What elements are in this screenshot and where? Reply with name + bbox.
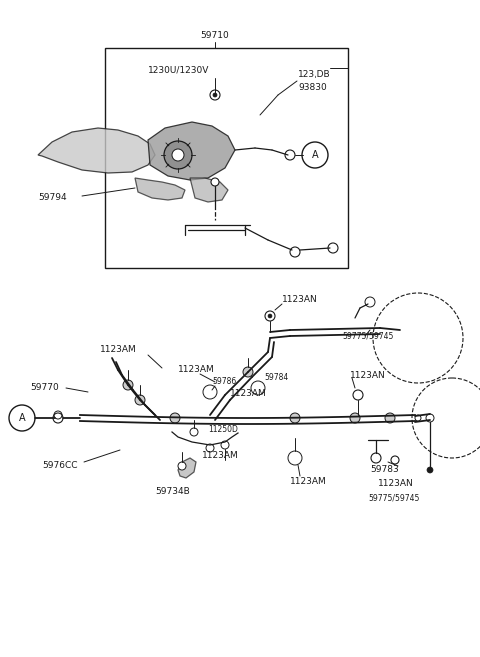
Circle shape <box>135 395 145 405</box>
Circle shape <box>213 93 217 97</box>
Circle shape <box>265 311 275 321</box>
Text: 1123AN: 1123AN <box>378 480 414 489</box>
Text: 1123AN: 1123AN <box>350 371 386 380</box>
Text: A: A <box>312 150 318 160</box>
Circle shape <box>211 178 219 186</box>
Circle shape <box>123 380 133 390</box>
Circle shape <box>391 456 399 464</box>
Text: 59784: 59784 <box>264 373 288 382</box>
Text: 5976CC: 5976CC <box>42 461 77 470</box>
Circle shape <box>243 367 253 377</box>
Circle shape <box>190 428 198 436</box>
Text: 1123AM: 1123AM <box>290 478 327 486</box>
Text: 1123AM: 1123AM <box>230 390 267 399</box>
Circle shape <box>285 150 295 160</box>
Circle shape <box>328 243 338 253</box>
Circle shape <box>415 415 421 421</box>
Circle shape <box>426 414 434 422</box>
Circle shape <box>290 247 300 257</box>
Text: 59786: 59786 <box>212 378 236 386</box>
Text: 1123AN: 1123AN <box>282 296 318 304</box>
Text: 59770: 59770 <box>30 384 59 392</box>
Text: 1123AM: 1123AM <box>100 346 137 355</box>
Circle shape <box>290 413 300 423</box>
Circle shape <box>178 462 186 470</box>
Text: 123ˌDB: 123ˌDB <box>298 70 331 78</box>
Text: 59775/59745: 59775/59745 <box>368 493 420 503</box>
Text: 59783: 59783 <box>370 466 399 474</box>
Circle shape <box>427 467 433 473</box>
Polygon shape <box>135 178 185 200</box>
Text: 1123AM: 1123AM <box>202 451 239 461</box>
Circle shape <box>170 413 180 423</box>
Circle shape <box>350 413 360 423</box>
Polygon shape <box>38 128 155 173</box>
Circle shape <box>172 149 184 161</box>
Text: A: A <box>19 413 25 423</box>
Text: 59734B: 59734B <box>155 487 190 497</box>
Circle shape <box>53 413 63 423</box>
Bar <box>105 48 348 268</box>
Circle shape <box>268 314 272 318</box>
Text: 59775/59745: 59775/59745 <box>342 332 394 340</box>
Polygon shape <box>148 122 235 180</box>
Circle shape <box>353 390 363 400</box>
Polygon shape <box>178 458 196 478</box>
Text: 1230U/1230V: 1230U/1230V <box>148 66 209 74</box>
Polygon shape <box>190 178 228 202</box>
Circle shape <box>371 453 381 463</box>
Circle shape <box>164 141 192 169</box>
Circle shape <box>385 413 395 423</box>
Text: 59794: 59794 <box>38 194 67 202</box>
Circle shape <box>221 441 229 449</box>
Text: 1123AM: 1123AM <box>178 365 215 374</box>
Text: 93830: 93830 <box>298 83 327 91</box>
Text: 11250D: 11250D <box>208 426 238 434</box>
Circle shape <box>210 90 220 100</box>
Text: 59710: 59710 <box>201 32 229 41</box>
